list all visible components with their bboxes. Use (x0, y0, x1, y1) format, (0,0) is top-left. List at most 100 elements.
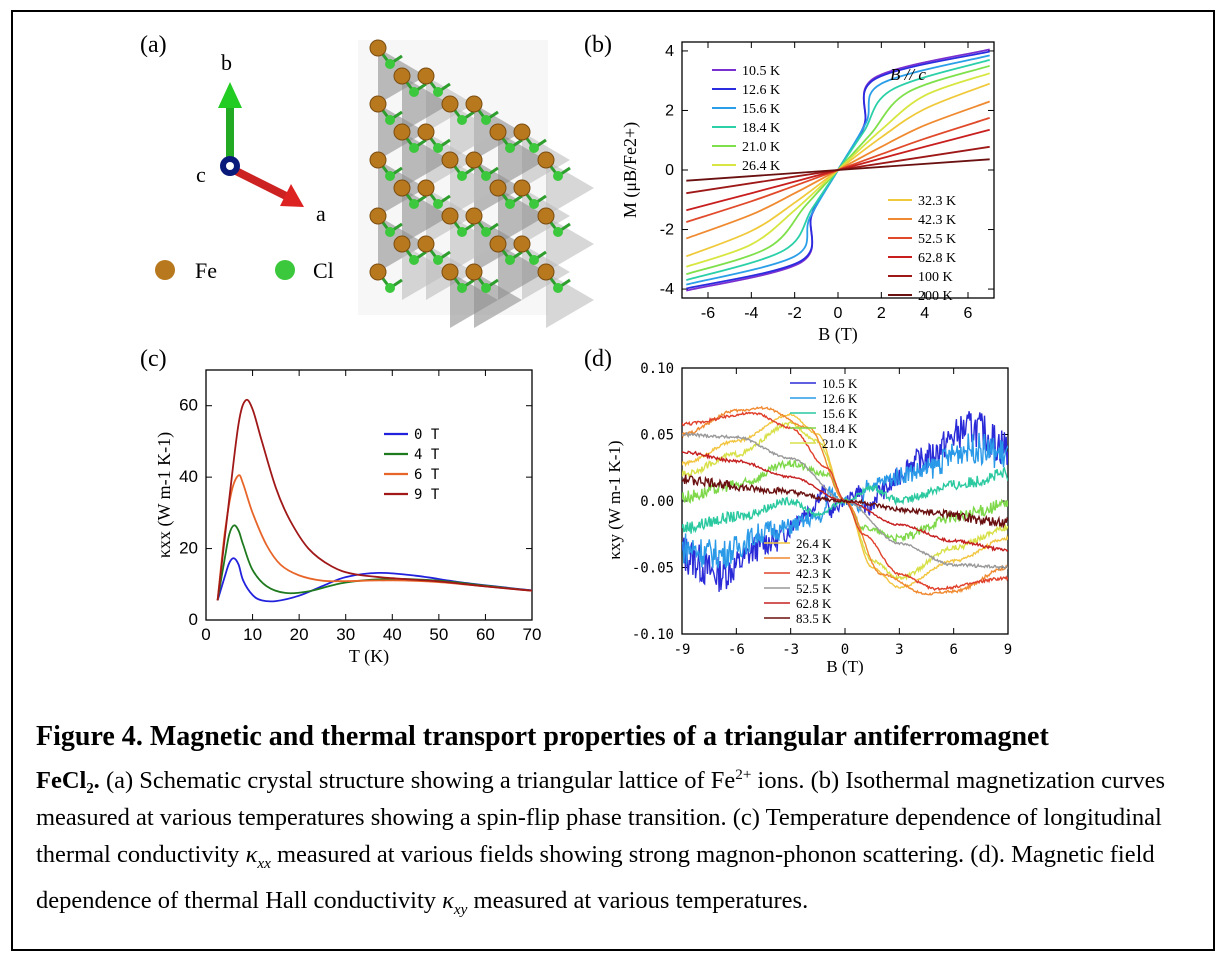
series-line (216, 557, 532, 603)
legend-label: 42.3 K (918, 213, 956, 228)
legend-label: 62.8 K (918, 251, 956, 266)
caption-body: FeCl₂. (a) Schematic crystal structure s… (36, 756, 1196, 928)
b-axis-label: b (221, 50, 232, 75)
b-annotation: B // c (890, 65, 926, 84)
fe-atom (537, 207, 555, 225)
series-line (682, 459, 1008, 544)
y-tick-label: 2 (665, 102, 674, 119)
x-tick-label: 0 (841, 642, 849, 658)
cl-atom (409, 255, 419, 265)
legend-label: 10.5 K (822, 376, 858, 391)
y-tick-label: 20 (179, 539, 198, 558)
y-tick-label: 40 (179, 467, 198, 486)
cl-atom (529, 199, 539, 209)
cl-atom (433, 87, 443, 97)
y-tick-label: -0.05 (632, 561, 674, 577)
cl-legend-label: Cl (313, 258, 334, 283)
fe-atom (417, 67, 435, 85)
cl-atom (457, 283, 467, 293)
fe-atom (369, 39, 387, 57)
legend-label: 52.5 K (796, 581, 832, 596)
fe-atom (441, 95, 459, 113)
legend-label: 15.6 K (742, 102, 780, 117)
cl-atom (553, 227, 563, 237)
caption-text-c: measured at various fields showing stron… (36, 841, 1155, 915)
fe-atom (441, 263, 459, 281)
cl-atom (481, 115, 491, 125)
cl-atom (457, 115, 467, 125)
cl-atom (481, 227, 491, 237)
caption-text-a-sup: 2+ (735, 766, 752, 783)
caption-text-d: measured at various temperatures. (473, 887, 809, 915)
panel-b: (b) -6 -4 -2 0 2 4 6 -4 -2 0 2 4 B // c 10.5 K 12.6 K 1… (584, 32, 995, 345)
legend-label: 18.4 K (742, 121, 780, 136)
fe-atom (441, 207, 459, 225)
legend-label: 18.4 K (822, 421, 858, 436)
caption-kxx-sub: xx (257, 855, 271, 873)
x-tick-label: -6 (728, 642, 745, 658)
triangular-lattice (358, 39, 594, 328)
kxx-plot: 0 10 20 30 40 50 60 70 0 20 40 60 0 T 4 T 6 T 9 T T (K) κ… (154, 369, 541, 667)
fe-atom (393, 123, 411, 141)
fe-atom (369, 95, 387, 113)
fe-atom (465, 263, 483, 281)
fe-atom (417, 123, 435, 141)
x-tick-label: 50 (429, 625, 448, 644)
panel-label-b: (b) (584, 32, 612, 58)
x-axis-title: B (T) (826, 657, 863, 676)
caption-kxy-sub: xy (453, 900, 468, 918)
x-tick-label: 60 (476, 625, 495, 644)
legend-label: 12.6 K (742, 83, 780, 98)
x-tick-label: -4 (744, 305, 758, 322)
fe-atom (369, 263, 387, 281)
magnetization-plot: -6 -4 -2 0 2 4 6 -4 -2 0 2 4 B // c 10.5 K 12.6 K 15.6 … (620, 41, 995, 345)
y-tick-label: 0.00 (640, 494, 674, 510)
y-tick-label: 0.05 (640, 428, 674, 444)
c-axis-dot-center (226, 162, 234, 170)
x-tick-label: 4 (920, 305, 929, 322)
fe-atom (393, 179, 411, 197)
legend-label: 26.4 K (742, 159, 780, 174)
x-tick-label: -9 (674, 642, 691, 658)
figure-frame (11, 10, 1215, 951)
fe-atom (465, 95, 483, 113)
fe-atom (393, 67, 411, 85)
series-line (216, 524, 532, 601)
caption-kxy-symbol: κ (442, 887, 454, 915)
cl-atom (409, 87, 419, 97)
a-axis-arrowhead (280, 184, 304, 207)
legend-label: 200 K (918, 289, 953, 304)
fe-atom (537, 263, 555, 281)
x-tick-label: 0 (201, 625, 210, 644)
cl-atom (385, 59, 395, 69)
x-tick-label: 9 (1004, 642, 1012, 658)
legend-label: 62.8 K (796, 596, 832, 611)
cl-atom (553, 283, 563, 293)
legend-label: 32.3 K (918, 194, 956, 209)
legend-label: 6 T (414, 467, 440, 483)
a-axis-arrow (228, 164, 288, 200)
y-tick-label: 0 (665, 162, 674, 179)
cl-atom (505, 255, 515, 265)
fe-atom (369, 151, 387, 169)
x-tick-label: -3 (782, 642, 799, 658)
cl-atom (433, 143, 443, 153)
cl-atom (481, 171, 491, 181)
legend-label: 4 T (414, 447, 440, 463)
x-tick-label: 20 (290, 625, 309, 644)
fe-atom (513, 179, 531, 197)
fe-atom (417, 179, 435, 197)
x-tick-label: 10 (243, 625, 262, 644)
fe-atom (465, 207, 483, 225)
caption-figure-label: Figure 4 (36, 721, 136, 752)
cl-atom (505, 199, 515, 209)
fe-atom (489, 123, 507, 141)
x-tick-label: 3 (895, 642, 903, 658)
caption-text-b: Isothermal magnetization curves measured… (36, 767, 1166, 869)
legend-label: 0 T (414, 427, 440, 443)
c-axis-label: c (196, 162, 206, 187)
fe-atom (417, 235, 435, 253)
caption-kxx-symbol: κ (245, 841, 258, 869)
cl-atom (385, 227, 395, 237)
x-axis-title: B (T) (818, 324, 858, 345)
